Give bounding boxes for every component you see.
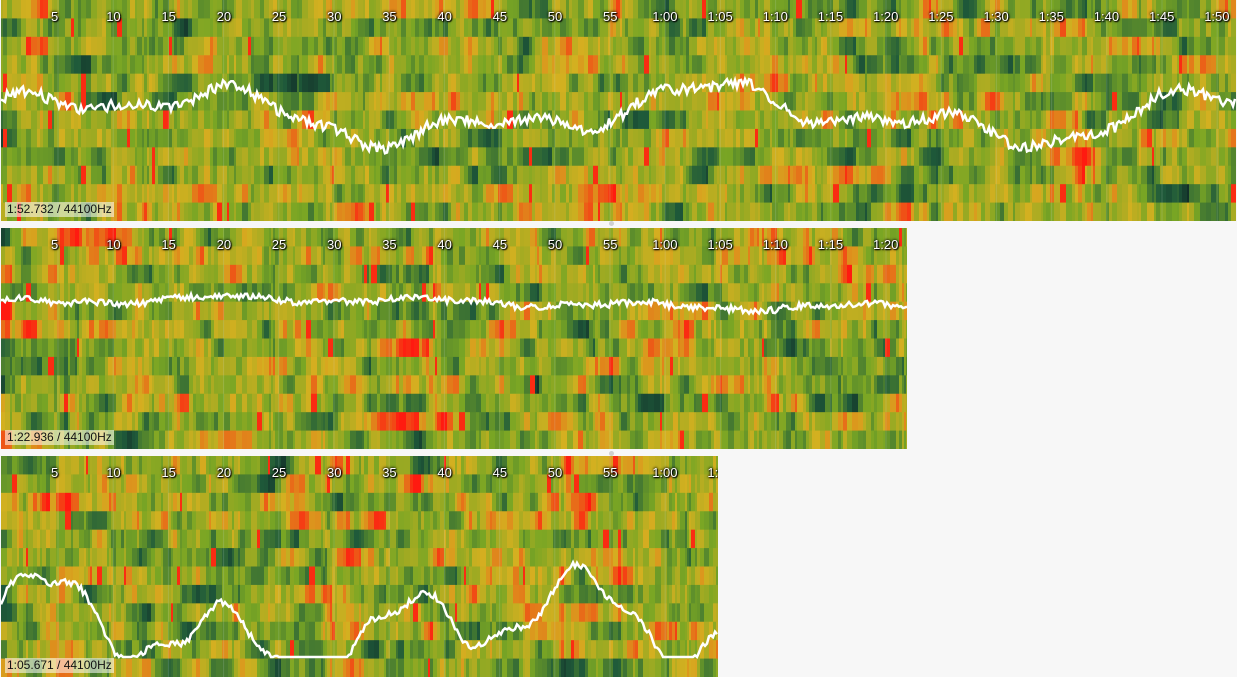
- time-tick-label: 40: [437, 9, 452, 24]
- time-tick-label: 1:10: [762, 9, 788, 24]
- time-tick-label: 15: [161, 237, 176, 252]
- spectrogram-panel-2[interactable]: 5 10 15 20 25 30 35 40 45 50 55 1:00 1:05 1:10 1:15 1:2…: [1, 228, 907, 449]
- resize-handle[interactable]: [609, 221, 614, 226]
- time-tick-label: 35: [382, 9, 397, 24]
- time-tick-label: 50: [547, 237, 563, 252]
- time-tick-label: 35: [382, 465, 397, 480]
- time-tick-label: 55: [603, 237, 618, 252]
- time-tick-label: 25: [271, 9, 287, 24]
- spectrogram-heatmap: [1, 0, 1236, 221]
- time-tick-label: 1:00: [652, 237, 678, 252]
- duration-samplerate-label: 1:22.936 / 44100Hz: [5, 430, 114, 445]
- time-tick-label: 1:05: [707, 9, 733, 24]
- time-tick-label: 5: [51, 237, 59, 252]
- time-tick-label: 40: [437, 465, 452, 480]
- time-tick-label: 25: [271, 237, 287, 252]
- time-tick-label: 55: [603, 9, 618, 24]
- spectrogram-heatmap: [1, 456, 718, 677]
- time-tick-label: 5: [51, 9, 59, 24]
- loudness-curve: [1, 290, 907, 316]
- time-tick-label: 1:00: [652, 465, 678, 480]
- time-tick-label: 1:30: [983, 9, 1009, 24]
- time-tick-label: 10: [106, 237, 121, 252]
- time-tick-label: 15: [161, 9, 176, 24]
- spectrogram-heatmap: [1, 228, 907, 449]
- time-tick-label: 1:50: [1204, 9, 1230, 24]
- time-tick-label: 40: [437, 237, 452, 252]
- time-tick-label: 55: [603, 465, 618, 480]
- time-tick-label: 25: [271, 465, 287, 480]
- time-tick-label: 1:40: [1093, 9, 1120, 24]
- time-tick-label: 30: [327, 465, 342, 480]
- time-tick-label: 20: [216, 465, 232, 480]
- time-tick-label: 1:35: [1038, 9, 1064, 24]
- time-tick-label: 1:25: [928, 9, 954, 24]
- time-tick-label: 20: [216, 9, 232, 24]
- time-tick-label: 35: [382, 237, 397, 252]
- time-tick-label: 1:15: [817, 9, 844, 24]
- resize-handle[interactable]: [609, 451, 614, 456]
- time-tick-label: 45: [492, 9, 508, 24]
- time-tick-label: 30: [327, 237, 342, 252]
- time-tick-label: 1:20: [873, 9, 899, 24]
- time-tick-label: 5: [51, 465, 59, 480]
- time-tick-label: 45: [492, 237, 508, 252]
- time-tick-label: 30: [327, 9, 342, 24]
- time-tick-label: 45: [492, 465, 508, 480]
- time-tick-label: 1:45: [1149, 9, 1175, 24]
- loudness-curve: [1, 75, 1236, 155]
- spectrogram-panel-1[interactable]: 5 10 15 20 25 30 35 40 45 50 55 1:00 1:05 1:10 1:15 1:2…: [1, 0, 1236, 221]
- time-tick-label: 15: [161, 465, 176, 480]
- time-tick-label: 50: [547, 465, 563, 480]
- time-tick-label: 1:05: [707, 237, 733, 252]
- time-tick-label: 10: [106, 465, 121, 480]
- time-tick-label: 50: [547, 9, 563, 24]
- time-tick-label: 1:10: [762, 237, 788, 252]
- loudness-curve: [1, 559, 718, 660]
- time-tick-label: 1:00: [652, 9, 678, 24]
- time-tick-label: 1:20: [873, 237, 899, 252]
- duration-samplerate-label: 1:05.671 / 44100Hz: [5, 658, 114, 673]
- time-tick-label: 1:0: [707, 465, 718, 480]
- duration-samplerate-label: 1:52.732 / 44100Hz: [5, 202, 114, 217]
- spectrogram-panel-3[interactable]: 5 10 15 20 25 30 35 40 45 50 55 1:00 1:0 1:05.671 / …: [1, 456, 718, 677]
- time-tick-label: 10: [106, 9, 121, 24]
- time-tick-label: 1:15: [817, 237, 844, 252]
- time-tick-label: 20: [216, 237, 232, 252]
